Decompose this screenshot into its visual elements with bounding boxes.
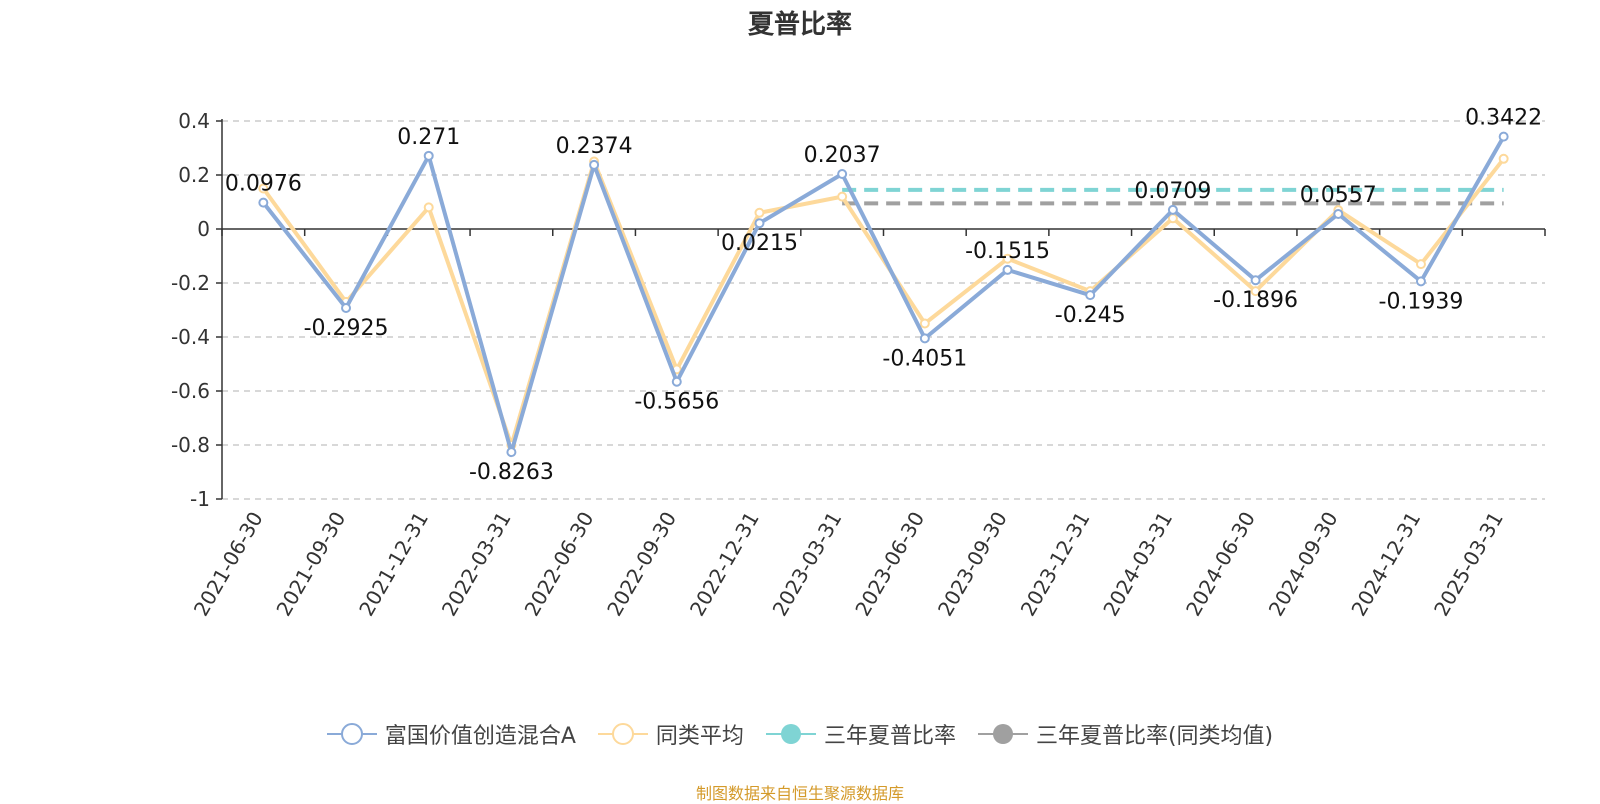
legend-swatch-icon <box>326 723 377 745</box>
x-tick-label: 2022-12-31 <box>685 508 764 621</box>
source-note: 制图数据来自恒生聚源数据库 <box>695 784 904 803</box>
data-label: 0.0557 <box>1300 183 1377 208</box>
data-label: -0.5656 <box>634 390 719 415</box>
data-point <box>754 207 765 218</box>
chart-title: 夏普比率 <box>747 10 852 40</box>
data-label: -0.4051 <box>882 346 967 371</box>
y-tick-label: -0.8 <box>171 433 210 457</box>
data-point <box>1498 131 1509 142</box>
legend-label: 富国价值创造混合A <box>384 724 576 749</box>
data-label: -0.245 <box>1055 303 1126 328</box>
grid-lines <box>222 120 1545 500</box>
data-point <box>506 447 517 458</box>
x-tick-label: 2025-03-31 <box>1429 508 1508 621</box>
data-point <box>341 302 352 313</box>
legend-label: 三年夏普比率(同类均值) <box>1035 724 1274 749</box>
x-tick-label: 2024-09-30 <box>1264 508 1343 621</box>
data-point <box>1415 276 1426 287</box>
y-tick-label: -1 <box>190 487 210 511</box>
series-lines <box>258 131 1509 458</box>
data-label: -0.2925 <box>304 316 389 341</box>
data-point <box>837 169 848 180</box>
y-tick-label: -0.4 <box>171 325 210 349</box>
x-tick-label: 2023-09-30 <box>933 508 1012 621</box>
data-point <box>1002 253 1013 264</box>
legend-item[interactable]: 富国价值创造混合A <box>326 718 576 750</box>
data-label: 0.0976 <box>225 172 302 197</box>
reference-lines <box>842 187 1504 206</box>
x-tick-label: 2022-03-31 <box>437 508 516 621</box>
x-tick-label: 2024-03-31 <box>1098 508 1177 621</box>
legend: 富国价值创造混合A 同类平均 三年夏普比率 三年夏普比率(同类均值) <box>0 718 1600 750</box>
data-point <box>589 159 600 170</box>
data-label: 0.0215 <box>721 231 798 256</box>
data-label: -0.1515 <box>965 239 1050 264</box>
data-label: 0.2374 <box>556 134 633 159</box>
data-point <box>754 218 765 229</box>
x-tick-label: 2021-12-31 <box>354 508 433 621</box>
y-tick-label: 0 <box>197 217 210 241</box>
legend-item[interactable]: 三年夏普比率(同类均值) <box>977 718 1274 750</box>
legend-item[interactable]: 同类平均 <box>597 718 744 750</box>
legend-swatch-icon <box>765 724 816 744</box>
y-tick-label: -0.2 <box>171 271 210 295</box>
data-labels: 0.0976 -0.2925 0.271 -0.8263 0.2374 -0.5656 0.… <box>225 106 1542 485</box>
x-tick-label: 2021-06-30 <box>189 508 268 621</box>
legend-item[interactable]: 三年夏普比率 <box>765 718 956 750</box>
x-tick-label: 2023-03-31 <box>768 508 847 621</box>
legend-swatch-icon <box>597 723 648 745</box>
data-point <box>671 376 682 387</box>
data-point <box>919 318 930 329</box>
x-tick-label: 2021-09-30 <box>271 508 350 621</box>
x-tick-label: 2024-12-31 <box>1346 508 1425 621</box>
data-label: -0.8263 <box>469 460 554 485</box>
data-label: 0.2037 <box>804 143 881 168</box>
legend-swatch-icon <box>977 724 1028 744</box>
data-point <box>1167 204 1178 215</box>
x-tick-label: 2022-09-30 <box>602 508 681 621</box>
data-label: -0.1896 <box>1213 288 1298 313</box>
legend-label: 同类平均 <box>655 724 744 749</box>
data-point <box>1085 290 1096 301</box>
data-point <box>1415 259 1426 270</box>
data-point <box>423 202 434 213</box>
data-point <box>1333 208 1344 219</box>
data-point <box>837 191 848 202</box>
x-tick-label: 2024-06-30 <box>1181 508 1260 621</box>
data-point <box>423 150 434 161</box>
data-point <box>919 333 930 344</box>
data-point <box>1002 264 1013 275</box>
legend-label: 三年夏普比率 <box>823 724 956 749</box>
y-tick-label: -0.6 <box>171 379 210 403</box>
data-label: 0.0709 <box>1134 179 1211 204</box>
data-label: 0.3422 <box>1465 106 1542 131</box>
data-label: -0.1939 <box>1379 289 1464 314</box>
data-point <box>258 183 269 194</box>
data-label: 0.271 <box>397 125 460 150</box>
series-line <box>261 135 1506 455</box>
data-point <box>1250 275 1261 286</box>
data-point <box>1250 286 1261 297</box>
x-tick-label: 2022-06-30 <box>520 508 599 621</box>
data-point <box>1498 153 1509 164</box>
x-tick-label: 2023-12-31 <box>1016 508 1095 621</box>
x-tick-label: 2023-06-30 <box>850 508 929 621</box>
data-point <box>258 197 269 208</box>
y-tick-label: 0.4 <box>178 109 210 133</box>
y-tick-label: 0.2 <box>178 163 210 187</box>
